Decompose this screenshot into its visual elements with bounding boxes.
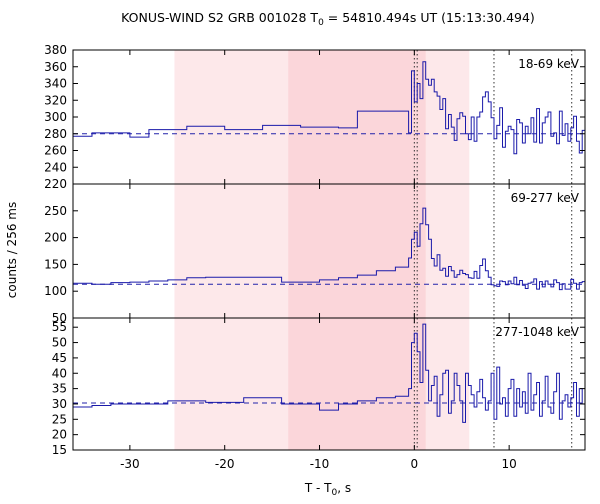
- x-tick-label-3: 0: [411, 457, 419, 471]
- y-tick-label-panel-2-5: 40: [52, 366, 67, 380]
- y-tick-label-panel-1-4: 250: [44, 204, 67, 218]
- y-tick-label-panel-0-4: 300: [44, 110, 67, 124]
- y-tick-label-panel-2-7: 50: [52, 336, 67, 350]
- axis-ticks: 2202402602803003203403603805010015020025…: [44, 43, 585, 471]
- y-tick-label-panel-0-2: 260: [44, 144, 67, 158]
- y-tick-label-panel-1-3: 200: [44, 231, 67, 245]
- y-tick-label-panel-2-0: 15: [52, 443, 67, 457]
- y-tick-label-panel-0-1: 240: [44, 160, 67, 174]
- y-axis-label: counts / 256 ms: [5, 202, 19, 298]
- y-tick-label-panel-0-8: 380: [44, 43, 67, 57]
- energy-band-label-panel-1: 69-277 keV: [511, 191, 580, 205]
- y-tick-label-panel-0-5: 320: [44, 93, 67, 107]
- light-curve-panel-1: [73, 207, 585, 291]
- x-axis-label: T - T0, s: [304, 481, 351, 498]
- y-tick-label-panel-2-4: 35: [52, 382, 67, 396]
- light-curves: [73, 61, 585, 423]
- y-tick-label-panel-2-6: 45: [52, 351, 67, 365]
- x-tick-label-4: 10: [502, 457, 517, 471]
- y-tick-label-panel-0-7: 360: [44, 60, 67, 74]
- y-tick-label-panel-2-8: 55: [52, 320, 67, 334]
- y-tick-label-panel-2-1: 20: [52, 428, 67, 442]
- y-tick-label-panel-1-1: 100: [44, 284, 67, 298]
- energy-band-label-panel-2: 277-1048 keV: [495, 325, 579, 339]
- y-tick-label-panel-1-0: 50: [52, 311, 67, 325]
- y-tick-label-panel-1-2: 150: [44, 257, 67, 271]
- light-curve-panel-2: [73, 323, 585, 423]
- energy-band-label-panel-0: 18-69 keV: [518, 57, 580, 71]
- panel-frame-2: [72, 317, 586, 451]
- x-tick-label-0: -30: [120, 457, 140, 471]
- shaded-intervals: [174, 50, 470, 450]
- y-tick-label-panel-0-0: 220: [44, 177, 67, 191]
- chart-title: KONUS-WIND S2 GRB 001028 T0 = 54810.494s…: [121, 10, 535, 28]
- y-tick-label-panel-0-6: 340: [44, 77, 67, 91]
- y-tick-label-panel-2-3: 30: [52, 397, 67, 411]
- x-tick-label-1: -20: [215, 457, 235, 471]
- y-tick-label-panel-0-3: 280: [44, 127, 67, 141]
- shaded-interval-1: [288, 50, 426, 450]
- panel-labels: 18-69 keV 69-277 keV 277-1048 keV: [495, 57, 579, 339]
- x-tick-label-2: -10: [310, 457, 330, 471]
- light-curve-panel-0: [73, 61, 585, 155]
- y-tick-label-panel-2-2: 25: [52, 412, 67, 426]
